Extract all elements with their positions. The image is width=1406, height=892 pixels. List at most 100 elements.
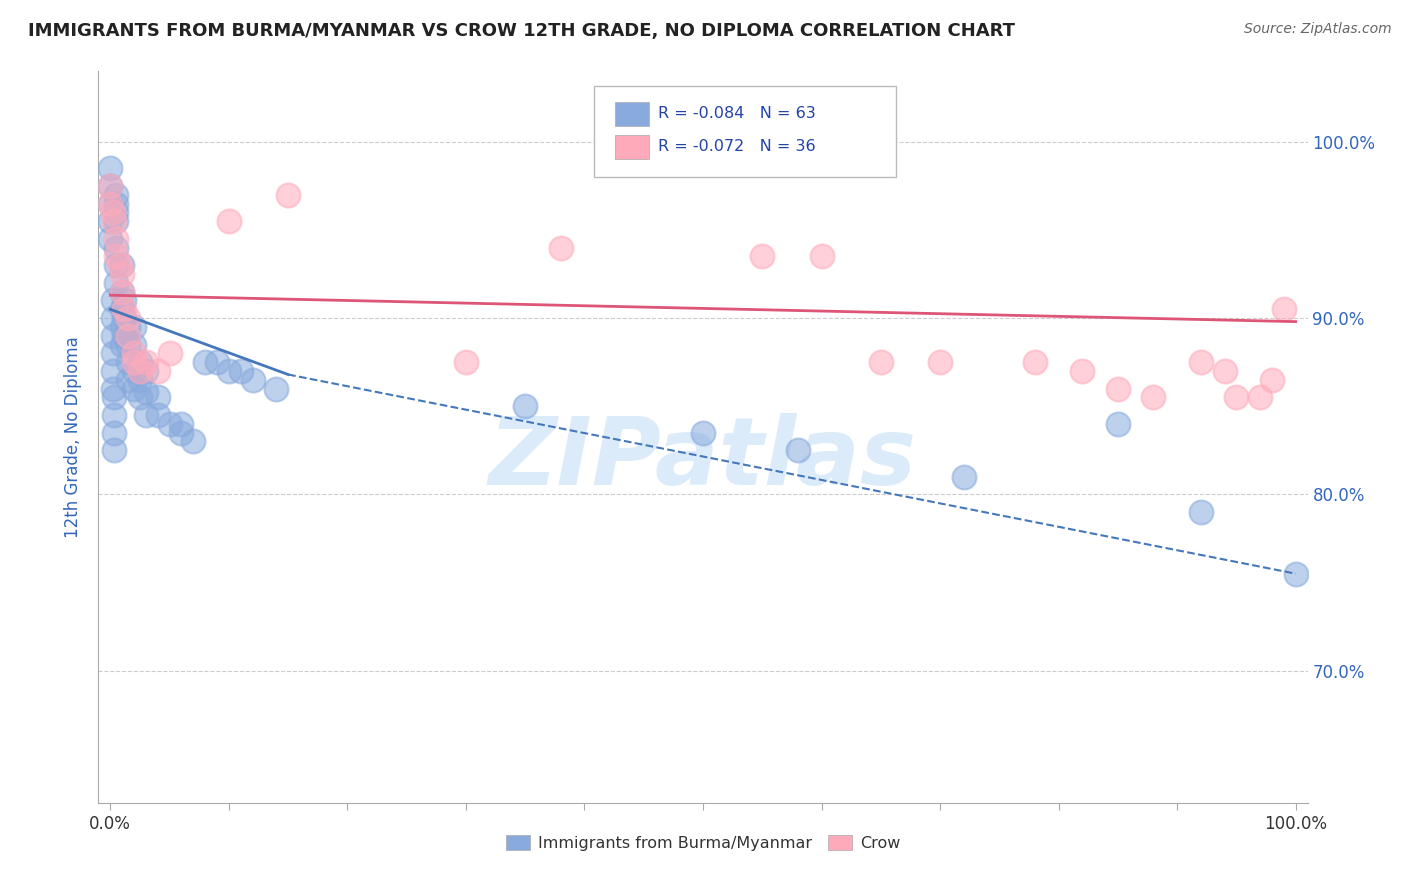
Point: [135, 355, 157, 369]
Point: [135, 408, 157, 422]
Point: [1024, 355, 1046, 369]
Point: [117, 355, 139, 369]
Point: [1107, 382, 1129, 396]
Point: [277, 187, 299, 202]
Point: [751, 249, 773, 263]
Point: [122, 320, 145, 334]
Point: [114, 293, 136, 308]
Point: [810, 249, 832, 263]
Point: [146, 364, 169, 378]
Point: [111, 267, 134, 281]
Point: [242, 373, 264, 387]
Point: [129, 355, 152, 369]
Point: [114, 302, 136, 317]
Point: [170, 425, 193, 440]
Point: [101, 346, 124, 360]
Point: [550, 241, 572, 255]
Point: [117, 311, 139, 326]
Point: [692, 425, 714, 440]
Point: [105, 249, 128, 263]
Point: [146, 391, 169, 405]
Text: Source: ZipAtlas.com: Source: ZipAtlas.com: [1244, 22, 1392, 37]
Point: [129, 373, 152, 387]
Point: [105, 205, 128, 219]
Point: [103, 214, 125, 228]
Point: [101, 364, 124, 378]
Point: [101, 328, 124, 343]
Point: [929, 355, 952, 369]
Y-axis label: 12th Grade, No Diploma: 12th Grade, No Diploma: [65, 336, 83, 538]
Point: [117, 328, 139, 343]
FancyBboxPatch shape: [614, 135, 648, 159]
Point: [129, 391, 152, 405]
Point: [98, 232, 121, 246]
Point: [122, 337, 145, 351]
Text: R = -0.084   N = 63: R = -0.084 N = 63: [658, 106, 815, 121]
Point: [869, 355, 891, 369]
Point: [98, 214, 121, 228]
Point: [105, 258, 128, 272]
Point: [1071, 364, 1094, 378]
Point: [117, 337, 139, 351]
Point: [103, 408, 125, 422]
Point: [105, 232, 128, 246]
Point: [108, 258, 131, 272]
Point: [111, 302, 134, 317]
Point: [159, 417, 181, 431]
Point: [105, 241, 128, 255]
Point: [105, 276, 128, 290]
Point: [98, 161, 121, 176]
Point: [105, 214, 128, 228]
Point: [103, 425, 125, 440]
Point: [454, 355, 477, 369]
Point: [101, 382, 124, 396]
Point: [111, 258, 134, 272]
Point: [98, 178, 121, 193]
Point: [103, 443, 125, 458]
Point: [117, 320, 139, 334]
Point: [114, 311, 136, 326]
Point: [114, 328, 136, 343]
FancyBboxPatch shape: [614, 102, 648, 127]
Point: [1213, 364, 1236, 378]
Point: [101, 293, 124, 308]
Point: [98, 196, 121, 211]
Point: [218, 364, 240, 378]
Point: [1107, 417, 1129, 431]
Text: R = -0.072   N = 36: R = -0.072 N = 36: [658, 139, 815, 154]
Point: [117, 373, 139, 387]
FancyBboxPatch shape: [595, 86, 897, 178]
Point: [111, 337, 134, 351]
Point: [1272, 302, 1295, 317]
Point: [194, 355, 217, 369]
Point: [515, 399, 537, 413]
Point: [103, 391, 125, 405]
Point: [129, 364, 152, 378]
Point: [122, 355, 145, 369]
Point: [111, 285, 134, 299]
Point: [229, 364, 252, 378]
Point: [205, 355, 228, 369]
Point: [170, 417, 193, 431]
Point: [786, 443, 808, 458]
Point: [1261, 373, 1284, 387]
Point: [101, 205, 124, 219]
Point: [1142, 391, 1164, 405]
Point: [111, 320, 134, 334]
Point: [264, 382, 287, 396]
Text: ZIPatlas: ZIPatlas: [489, 413, 917, 505]
Point: [111, 285, 134, 299]
Text: IMMIGRANTS FROM BURMA/MYANMAR VS CROW 12TH GRADE, NO DIPLOMA CORRELATION CHART: IMMIGRANTS FROM BURMA/MYANMAR VS CROW 12…: [28, 22, 1015, 40]
Point: [135, 385, 157, 400]
Legend: Immigrants from Burma/Myanmar, Crow: Immigrants from Burma/Myanmar, Crow: [499, 828, 907, 857]
Point: [122, 346, 145, 360]
Point: [1225, 391, 1247, 405]
Point: [1249, 391, 1271, 405]
Point: [98, 196, 121, 211]
Point: [101, 311, 124, 326]
Point: [98, 178, 121, 193]
Point: [1189, 355, 1212, 369]
Point: [135, 364, 157, 378]
Point: [952, 469, 974, 483]
Point: [146, 408, 169, 422]
